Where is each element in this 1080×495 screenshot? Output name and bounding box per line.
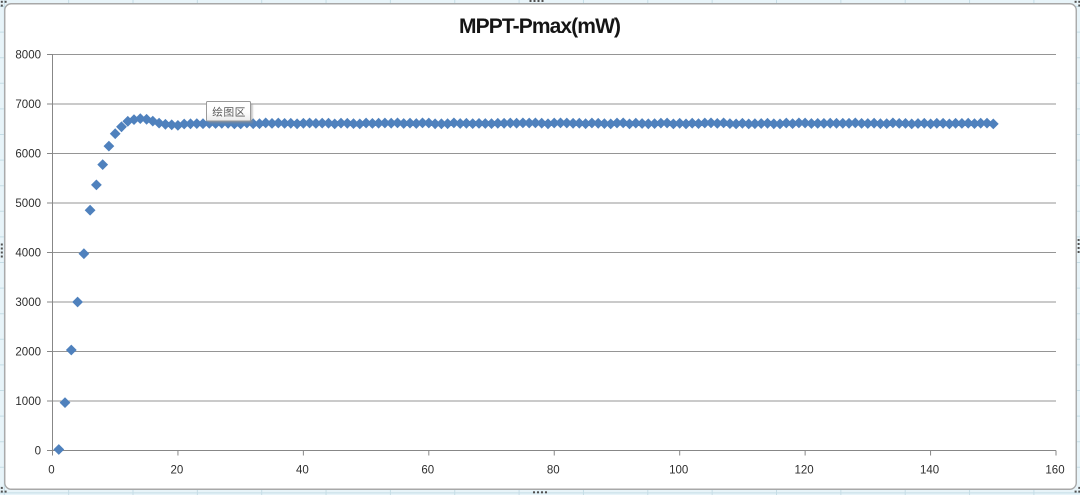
svg-text:20: 20 [171,465,184,477]
svg-text:0: 0 [35,445,41,457]
svg-text:8000: 8000 [15,49,41,61]
svg-text:2000: 2000 [15,346,41,358]
svg-text:MPPT-Pmax(mW): MPPT-Pmax(mW) [459,15,621,38]
svg-text:4000: 4000 [15,247,41,259]
svg-text:140: 140 [920,465,939,477]
svg-text:40: 40 [296,465,309,477]
svg-text:0: 0 [48,465,54,477]
svg-text:5000: 5000 [15,198,41,210]
svg-text:60: 60 [421,465,434,477]
svg-text:120: 120 [795,465,814,477]
svg-text:7000: 7000 [15,99,41,111]
svg-text:100: 100 [669,465,688,477]
svg-text:3000: 3000 [15,297,41,309]
svg-text:160: 160 [1045,465,1064,477]
svg-text:6000: 6000 [15,148,41,160]
svg-text:80: 80 [547,465,560,477]
svg-text:1000: 1000 [15,396,41,408]
